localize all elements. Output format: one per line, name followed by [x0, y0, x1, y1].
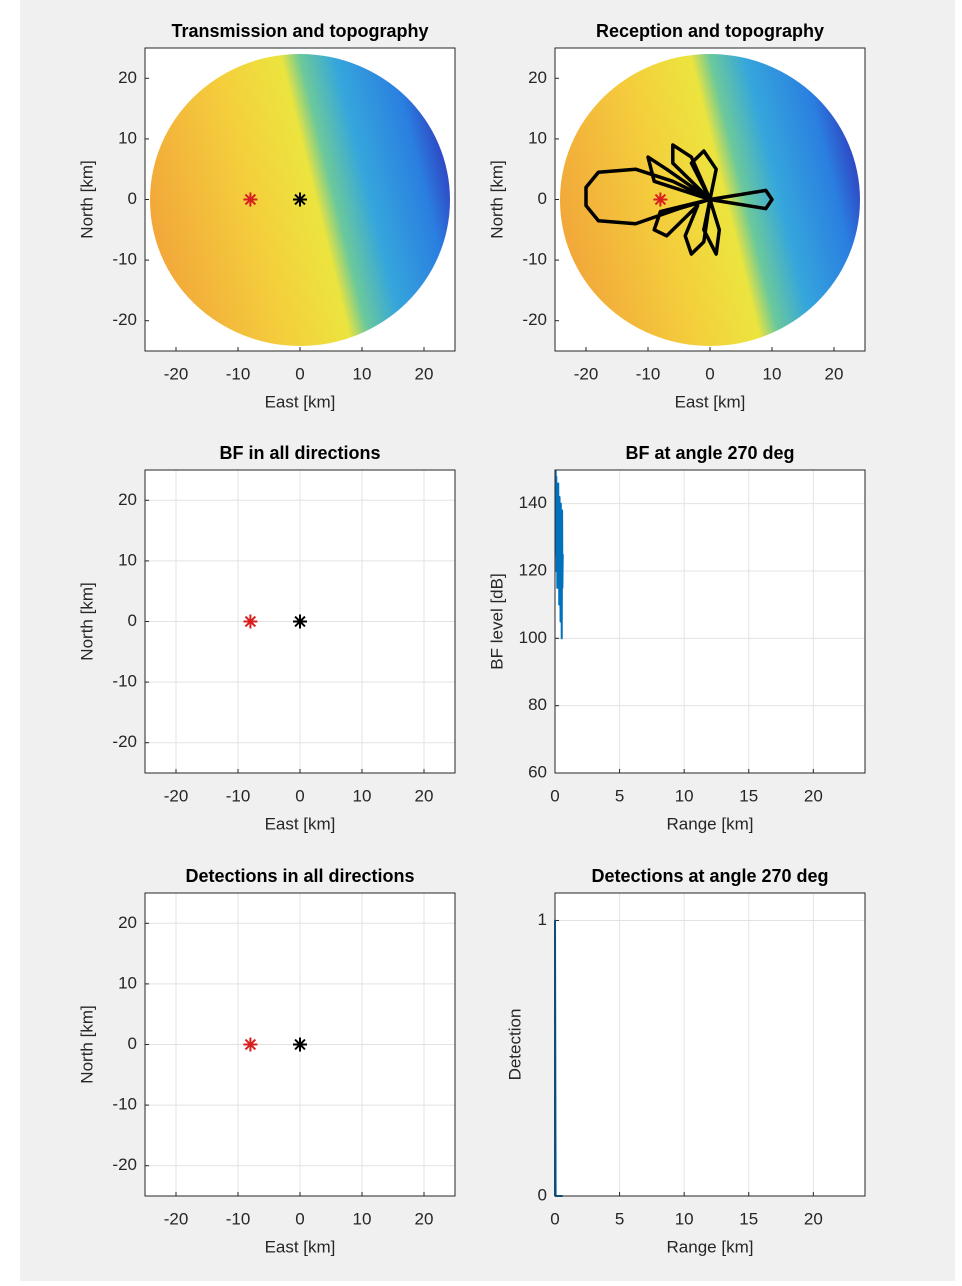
y-tick-label: 100 — [519, 628, 547, 647]
x-tick-label: 0 — [550, 1209, 559, 1228]
x-axis-label: Range [km] — [667, 1237, 754, 1256]
y-axis-label: North [km] — [77, 1005, 96, 1083]
x-tick-label: 20 — [415, 364, 434, 383]
y-tick-label: 60 — [528, 762, 547, 781]
chart-title: Transmission and topography — [171, 21, 428, 41]
star-marker — [243, 1038, 257, 1052]
x-tick-label: 0 — [550, 786, 559, 805]
y-tick-label: 0 — [128, 1034, 137, 1053]
x-tick-label: -10 — [636, 364, 661, 383]
chart-title: Reception and topography — [596, 21, 824, 41]
x-tick-label: 5 — [615, 1209, 624, 1228]
y-tick-label: 1 — [538, 910, 547, 929]
y-tick-label: 120 — [519, 560, 547, 579]
chart-title: Detections in all directions — [185, 866, 414, 886]
y-tick-label: 20 — [118, 913, 137, 932]
x-tick-label: -20 — [164, 364, 189, 383]
x-tick-label: -10 — [226, 364, 251, 383]
y-axis-label: Detection — [505, 1009, 524, 1081]
axes-background — [555, 893, 865, 1196]
x-tick-label: 15 — [739, 1209, 758, 1228]
star-marker — [293, 193, 307, 207]
x-tick-label: 5 — [615, 786, 624, 805]
x-tick-label: 10 — [353, 1209, 372, 1228]
y-tick-label: 0 — [128, 189, 137, 208]
x-tick-label: 10 — [675, 1209, 694, 1228]
y-tick-label: 140 — [519, 493, 547, 512]
y-axis-label: North [km] — [77, 582, 96, 660]
chart-title: BF in all directions — [219, 443, 380, 463]
x-tick-label: 20 — [415, 786, 434, 805]
y-tick-label: -20 — [522, 310, 547, 329]
x-tick-label: -10 — [226, 786, 251, 805]
y-axis-label: BF level [dB] — [487, 573, 506, 669]
star-marker — [293, 1038, 307, 1052]
x-tick-label: -10 — [226, 1209, 251, 1228]
x-axis-label: East [km] — [265, 392, 336, 411]
y-tick-label: 20 — [118, 490, 137, 509]
x-tick-label: 0 — [295, 1209, 304, 1228]
x-axis-label: East [km] — [675, 392, 746, 411]
x-axis-label: East [km] — [265, 814, 336, 833]
y-tick-label: -10 — [112, 250, 137, 269]
chart-title: Detections at angle 270 deg — [591, 866, 828, 886]
y-tick-label: 0 — [538, 1185, 547, 1204]
y-tick-label: 10 — [118, 128, 137, 147]
x-tick-label: 0 — [705, 364, 714, 383]
y-tick-label: 0 — [538, 189, 547, 208]
y-tick-label: -10 — [112, 672, 137, 691]
x-tick-label: -20 — [164, 1209, 189, 1228]
y-axis-label: North [km] — [77, 160, 96, 238]
star-marker — [293, 615, 307, 629]
x-tick-label: 0 — [295, 364, 304, 383]
x-tick-label: 20 — [804, 1209, 823, 1228]
star-marker — [653, 193, 667, 207]
x-tick-label: -20 — [164, 786, 189, 805]
y-tick-label: 80 — [528, 695, 547, 714]
x-tick-label: 20 — [804, 786, 823, 805]
axes-background — [555, 470, 865, 773]
y-tick-label: -20 — [112, 1155, 137, 1174]
x-tick-label: 20 — [825, 364, 844, 383]
x-tick-label: 10 — [353, 786, 372, 805]
x-tick-label: 0 — [295, 786, 304, 805]
x-tick-label: 10 — [353, 364, 372, 383]
x-tick-label: 10 — [763, 364, 782, 383]
page: -20-1001020-20-1001020Transmission and t… — [0, 0, 962, 1286]
y-tick-label: -10 — [522, 250, 547, 269]
x-tick-label: 15 — [739, 786, 758, 805]
star-marker — [243, 615, 257, 629]
y-tick-label: 20 — [528, 68, 547, 87]
y-axis-label: North [km] — [487, 160, 506, 238]
y-tick-label: 10 — [118, 973, 137, 992]
x-tick-label: -20 — [574, 364, 599, 383]
x-axis-label: Range [km] — [667, 814, 754, 833]
y-tick-label: -20 — [112, 732, 137, 751]
y-tick-label: 0 — [128, 611, 137, 630]
figure: -20-1001020-20-1001020Transmission and t… — [0, 0, 962, 1281]
chart-title: BF at angle 270 deg — [625, 443, 794, 463]
y-tick-label: 10 — [118, 550, 137, 569]
y-tick-label: 10 — [528, 128, 547, 147]
y-tick-label: -10 — [112, 1095, 137, 1114]
y-tick-label: -20 — [112, 310, 137, 329]
x-axis-label: East [km] — [265, 1237, 336, 1256]
star-marker — [243, 193, 257, 207]
y-tick-label: 20 — [118, 68, 137, 87]
x-tick-label: 10 — [675, 786, 694, 805]
x-tick-label: 20 — [415, 1209, 434, 1228]
